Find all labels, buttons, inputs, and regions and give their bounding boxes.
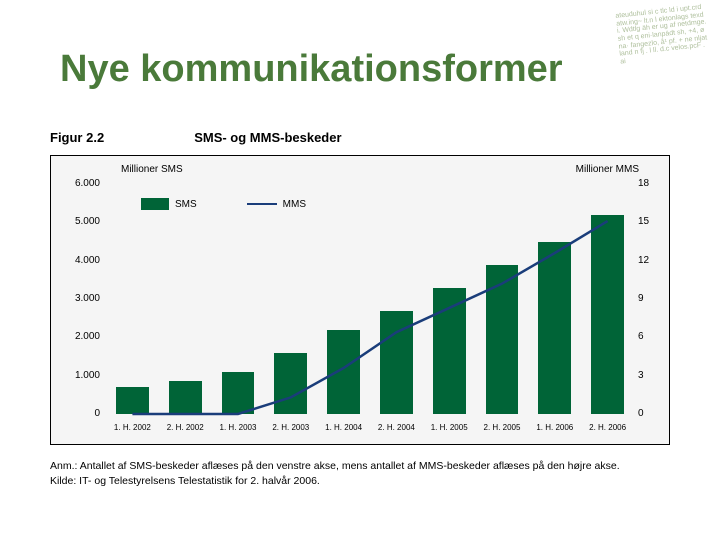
xtick: 1. H. 2002 — [114, 423, 151, 432]
y-axis-right-label: Millioner MMS — [576, 164, 639, 175]
slide-title: Nye kommunikationsformer — [60, 48, 563, 91]
xtick: 1. H. 2006 — [536, 423, 573, 432]
y-axis-left-label: Millioner SMS — [121, 164, 183, 175]
xtick: 2. H. 2004 — [378, 423, 415, 432]
ytick-right: 6 — [638, 331, 662, 342]
ytick-right: 9 — [638, 293, 662, 304]
figure-footnote: Anm.: Antallet af SMS-beskeder aflæses p… — [50, 459, 670, 488]
ytick-left: 3.000 — [64, 293, 100, 304]
ytick-left: 4.000 — [64, 255, 100, 266]
chart-area: Millioner SMS Millioner MMS SMS MMS 01.0… — [50, 155, 670, 445]
figure-number: Figur 2.2 — [50, 130, 104, 145]
xtick: 2. H. 2006 — [589, 423, 626, 432]
ytick-right: 3 — [638, 370, 662, 381]
ytick-left: 6.000 — [64, 178, 100, 189]
line-series — [106, 184, 634, 414]
corner-decoration: ateuduhul si c tlc ld i upt.crdatw.ing~ … — [615, 3, 711, 72]
ytick-right: 12 — [638, 255, 662, 266]
xtick: 1. H. 2003 — [220, 423, 257, 432]
ytick-right: 18 — [638, 178, 662, 189]
xtick: 2. H. 2002 — [167, 423, 204, 432]
ytick-left: 5.000 — [64, 216, 100, 227]
figure-header: Figur 2.2 SMS- og MMS-beskeder — [50, 130, 670, 145]
ytick-right: 15 — [638, 216, 662, 227]
xtick: 1. H. 2005 — [431, 423, 468, 432]
ytick-left: 2.000 — [64, 331, 100, 342]
ytick-right: 0 — [638, 408, 662, 419]
footnote-line: Kilde: IT- og Telestyrelsens Telestatist… — [50, 474, 670, 489]
xtick: 2. H. 2005 — [484, 423, 521, 432]
plot-area: 01.0002.0003.0004.0005.0006.000036912151… — [106, 184, 634, 414]
footnote-line: Anm.: Antallet af SMS-beskeder aflæses p… — [50, 459, 670, 474]
ytick-left: 0 — [64, 408, 100, 419]
figure-title: SMS- og MMS-beskeder — [194, 130, 341, 145]
figure-container: Figur 2.2 SMS- og MMS-beskeder Millioner… — [50, 130, 670, 488]
ytick-left: 1.000 — [64, 370, 100, 381]
xtick: 2. H. 2003 — [272, 423, 309, 432]
xtick: 1. H. 2004 — [325, 423, 362, 432]
